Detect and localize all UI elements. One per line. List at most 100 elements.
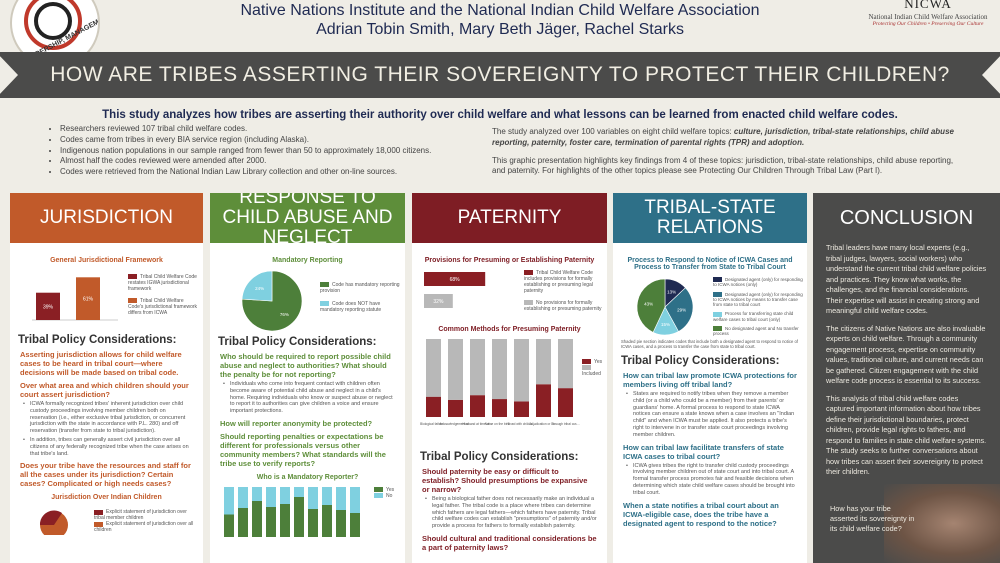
legend-entry: No provisions for formally establishing …: [524, 300, 602, 312]
abuse-legend2: Yes No: [374, 487, 402, 499]
pie-value-label: 29%: [677, 308, 686, 313]
conclusion-question: How has your tribe asserted its sovereig…: [830, 504, 915, 533]
jurisdiction-bullet: ICWA formally recognized tribes' inheren…: [10, 401, 203, 435]
abuse-chart-title: Mandatory Reporting: [272, 257, 343, 264]
stacked-bar-segment: [280, 486, 290, 504]
pie-slice: [664, 287, 694, 332]
pie-value-label: 13%: [667, 290, 676, 295]
jurisdiction-q1: Asserting jurisdiction allows for child …: [20, 350, 182, 377]
abuse-chart2-area: Yes No: [210, 485, 405, 541]
abuse-policy-title: Tribal Policy Considerations:: [218, 336, 377, 348]
intro-bullet: Codes were retrieved from the National I…: [60, 167, 480, 178]
stacked-bar-segment: [294, 486, 304, 497]
paternity-title: PATERNITY: [412, 193, 607, 243]
legend-entry: Tribal Child Welfare Code's jurisdiction…: [128, 298, 198, 316]
jurisdiction-chart-area: 39% 61% Tribal Child Welfare Code restate…: [10, 268, 203, 334]
category-label: Biological father …: [420, 422, 447, 426]
legend-entry: Code has mandatory reporting provision: [320, 282, 400, 294]
stacked-bar-segment: [336, 509, 346, 537]
pie-slice: [241, 270, 273, 302]
nicwa-full-name: National Indian Child Welfare Associatio…: [868, 13, 988, 21]
abuse-q3: Should reporting penalties or expectatio…: [220, 431, 386, 468]
abuse-q2: How will reporter anonymity be protected…: [220, 418, 373, 428]
stacked-bar-segment: [514, 401, 529, 417]
jurisdiction-pie-chart: [39, 510, 68, 536]
stacked-bar-segment: [238, 486, 248, 508]
intro-topics-list: culture, jurisdiction, tribal-state rela…: [492, 127, 954, 147]
stacked-bar-segment: [536, 384, 551, 417]
paternity-provisions-chart: 68% 32%: [424, 272, 486, 308]
category-label: Lived with child a…: [508, 422, 535, 426]
paternity-bullet: Being a biological father does not neces…: [412, 496, 607, 530]
stacked-bar-segment: [238, 507, 248, 537]
poster-org-line: Native Nations Institute and the Nationa…: [240, 2, 760, 19]
jurisdiction-q3: Does your tribe have the resources and s…: [20, 461, 191, 489]
pie-value-label: 24%: [255, 286, 264, 291]
legend-entry: Designated agent (only) for responding t…: [713, 277, 803, 288]
paternity-chart-area: 68% 32% Tribal Child Welfare Code include…: [412, 268, 607, 320]
jurisdiction-chart-title: General Jurisdictional Framework: [50, 257, 163, 264]
stacked-bar-segment: [514, 339, 529, 402]
stacked-bar-segment: [224, 514, 234, 537]
stacked-bar-segment: [470, 395, 485, 417]
intro-bullet: Indigenous nation populations in our sam…: [60, 146, 480, 157]
stacked-bar-segment: [308, 508, 318, 537]
tribal-state-chart-title: Process to Respond to Notice of ICWA Cas…: [627, 257, 793, 271]
intro-topics-lead: The study analyzed over 100 variables on…: [492, 127, 734, 136]
jurisdiction-q2: Over what area and which children should…: [20, 381, 189, 399]
conclusion-paragraph: This analysis of tribal child welfare co…: [826, 393, 987, 477]
bar-value-label: 32%: [433, 299, 444, 305]
tribal-state-q3: When a state notifies a tribal court abo…: [623, 500, 779, 528]
pie-value-label: 76%: [280, 312, 289, 317]
category-label: Husband at time of…: [463, 422, 493, 426]
legend-entry: Code does NOT have mandatory reporting s…: [320, 301, 382, 313]
stacked-bar-segment: [350, 486, 360, 513]
intro-right: The study analyzed over 100 variables on…: [492, 127, 962, 184]
stacked-bar-segment: [492, 339, 507, 400]
stacked-bar-segment: [536, 339, 551, 385]
stacked-bar-segment: [558, 388, 573, 417]
jurisdiction-bullet: In addition, tribes can generally assert…: [10, 437, 203, 457]
paternity-policy-title: Tribal Policy Considerations:: [420, 451, 579, 463]
jurisdiction-bar: [76, 277, 100, 320]
paternity-q2: Should cultural and traditional consider…: [422, 533, 597, 552]
tribal-state-q1: How can tribal law promote ICWA protecti…: [623, 371, 797, 389]
stacked-bar-segment: [558, 339, 573, 389]
stacked-bar-segment: [426, 396, 441, 417]
abuse-legend: Code has mandatory reporting provision C…: [320, 282, 400, 313]
bar-value-label: 68%: [450, 277, 461, 283]
nicwa-logo: NICWA National Indian Child Welfare Asso…: [868, 0, 988, 27]
conclusion-text: Tribal leaders have many local experts (…: [813, 243, 1000, 478]
bar-value-label: 39%: [43, 304, 54, 310]
stacked-bar-segment: [350, 512, 360, 537]
jurisdiction-chart2-title: Jurisdiction Over Indian Children: [51, 494, 162, 502]
stacked-bar-segment: [266, 506, 276, 537]
stacked-bar-segment: [492, 399, 507, 417]
stacked-bar-segment: [426, 339, 441, 397]
legend-entry: Designated agent (only) for responding t…: [713, 291, 803, 308]
paternity-bar: [424, 294, 453, 308]
category-label: Adjudication or co…: [529, 422, 558, 426]
tribal-state-policy-title: Tribal Policy Considerations:: [621, 355, 780, 367]
icwa-notice-pie: 13% 29% 15% 43%: [636, 278, 694, 336]
stacked-bar-segment: [252, 486, 262, 501]
conclusion-paragraph: The citizens of Native Nations are also …: [826, 323, 986, 386]
paternity-chart-title: Provisions for Presuming or Establishing…: [424, 257, 595, 264]
legend-entry: Yes: [594, 359, 603, 365]
jurisdiction-bar-chart: 39% 61%: [32, 277, 118, 321]
legend-entry: Explicit statement of jurisdiction over …: [94, 521, 194, 534]
main-question: HOW ARE TRIBES ASSERTING THEIR SOVEREIGN…: [50, 63, 950, 86]
legend-entry: Tribal Child Welfare Code includes provi…: [524, 270, 593, 294]
poster-authors: Adrian Tobin Smith, Mary Beth Jäger, Rac…: [316, 21, 684, 38]
category-label: Through tribal cus…: [551, 422, 580, 426]
stacked-bar-segment: [308, 486, 318, 509]
stacked-bar-segment: [266, 486, 276, 507]
intro-bullet: Researchers reviewed 107 tribal child we…: [60, 124, 480, 135]
abuse-chart-area: 76% 24% Code has mandatory reporting prov…: [210, 268, 405, 336]
intro-highlights: This graphic presentation highlights key…: [492, 155, 954, 176]
tribal-state-column: TRIBAL-STATE RELATIONS Process to Respon…: [613, 193, 807, 563]
tribal-state-chart-area: 13% 29% 15% 43% Designated agent (only) for…: [613, 275, 807, 339]
stacked-bar-segment: [224, 486, 234, 515]
paternity-methods-chart: Biological father …Acknowledgement vi…Hu…: [420, 339, 580, 426]
stacked-bar-segment: [252, 500, 262, 537]
